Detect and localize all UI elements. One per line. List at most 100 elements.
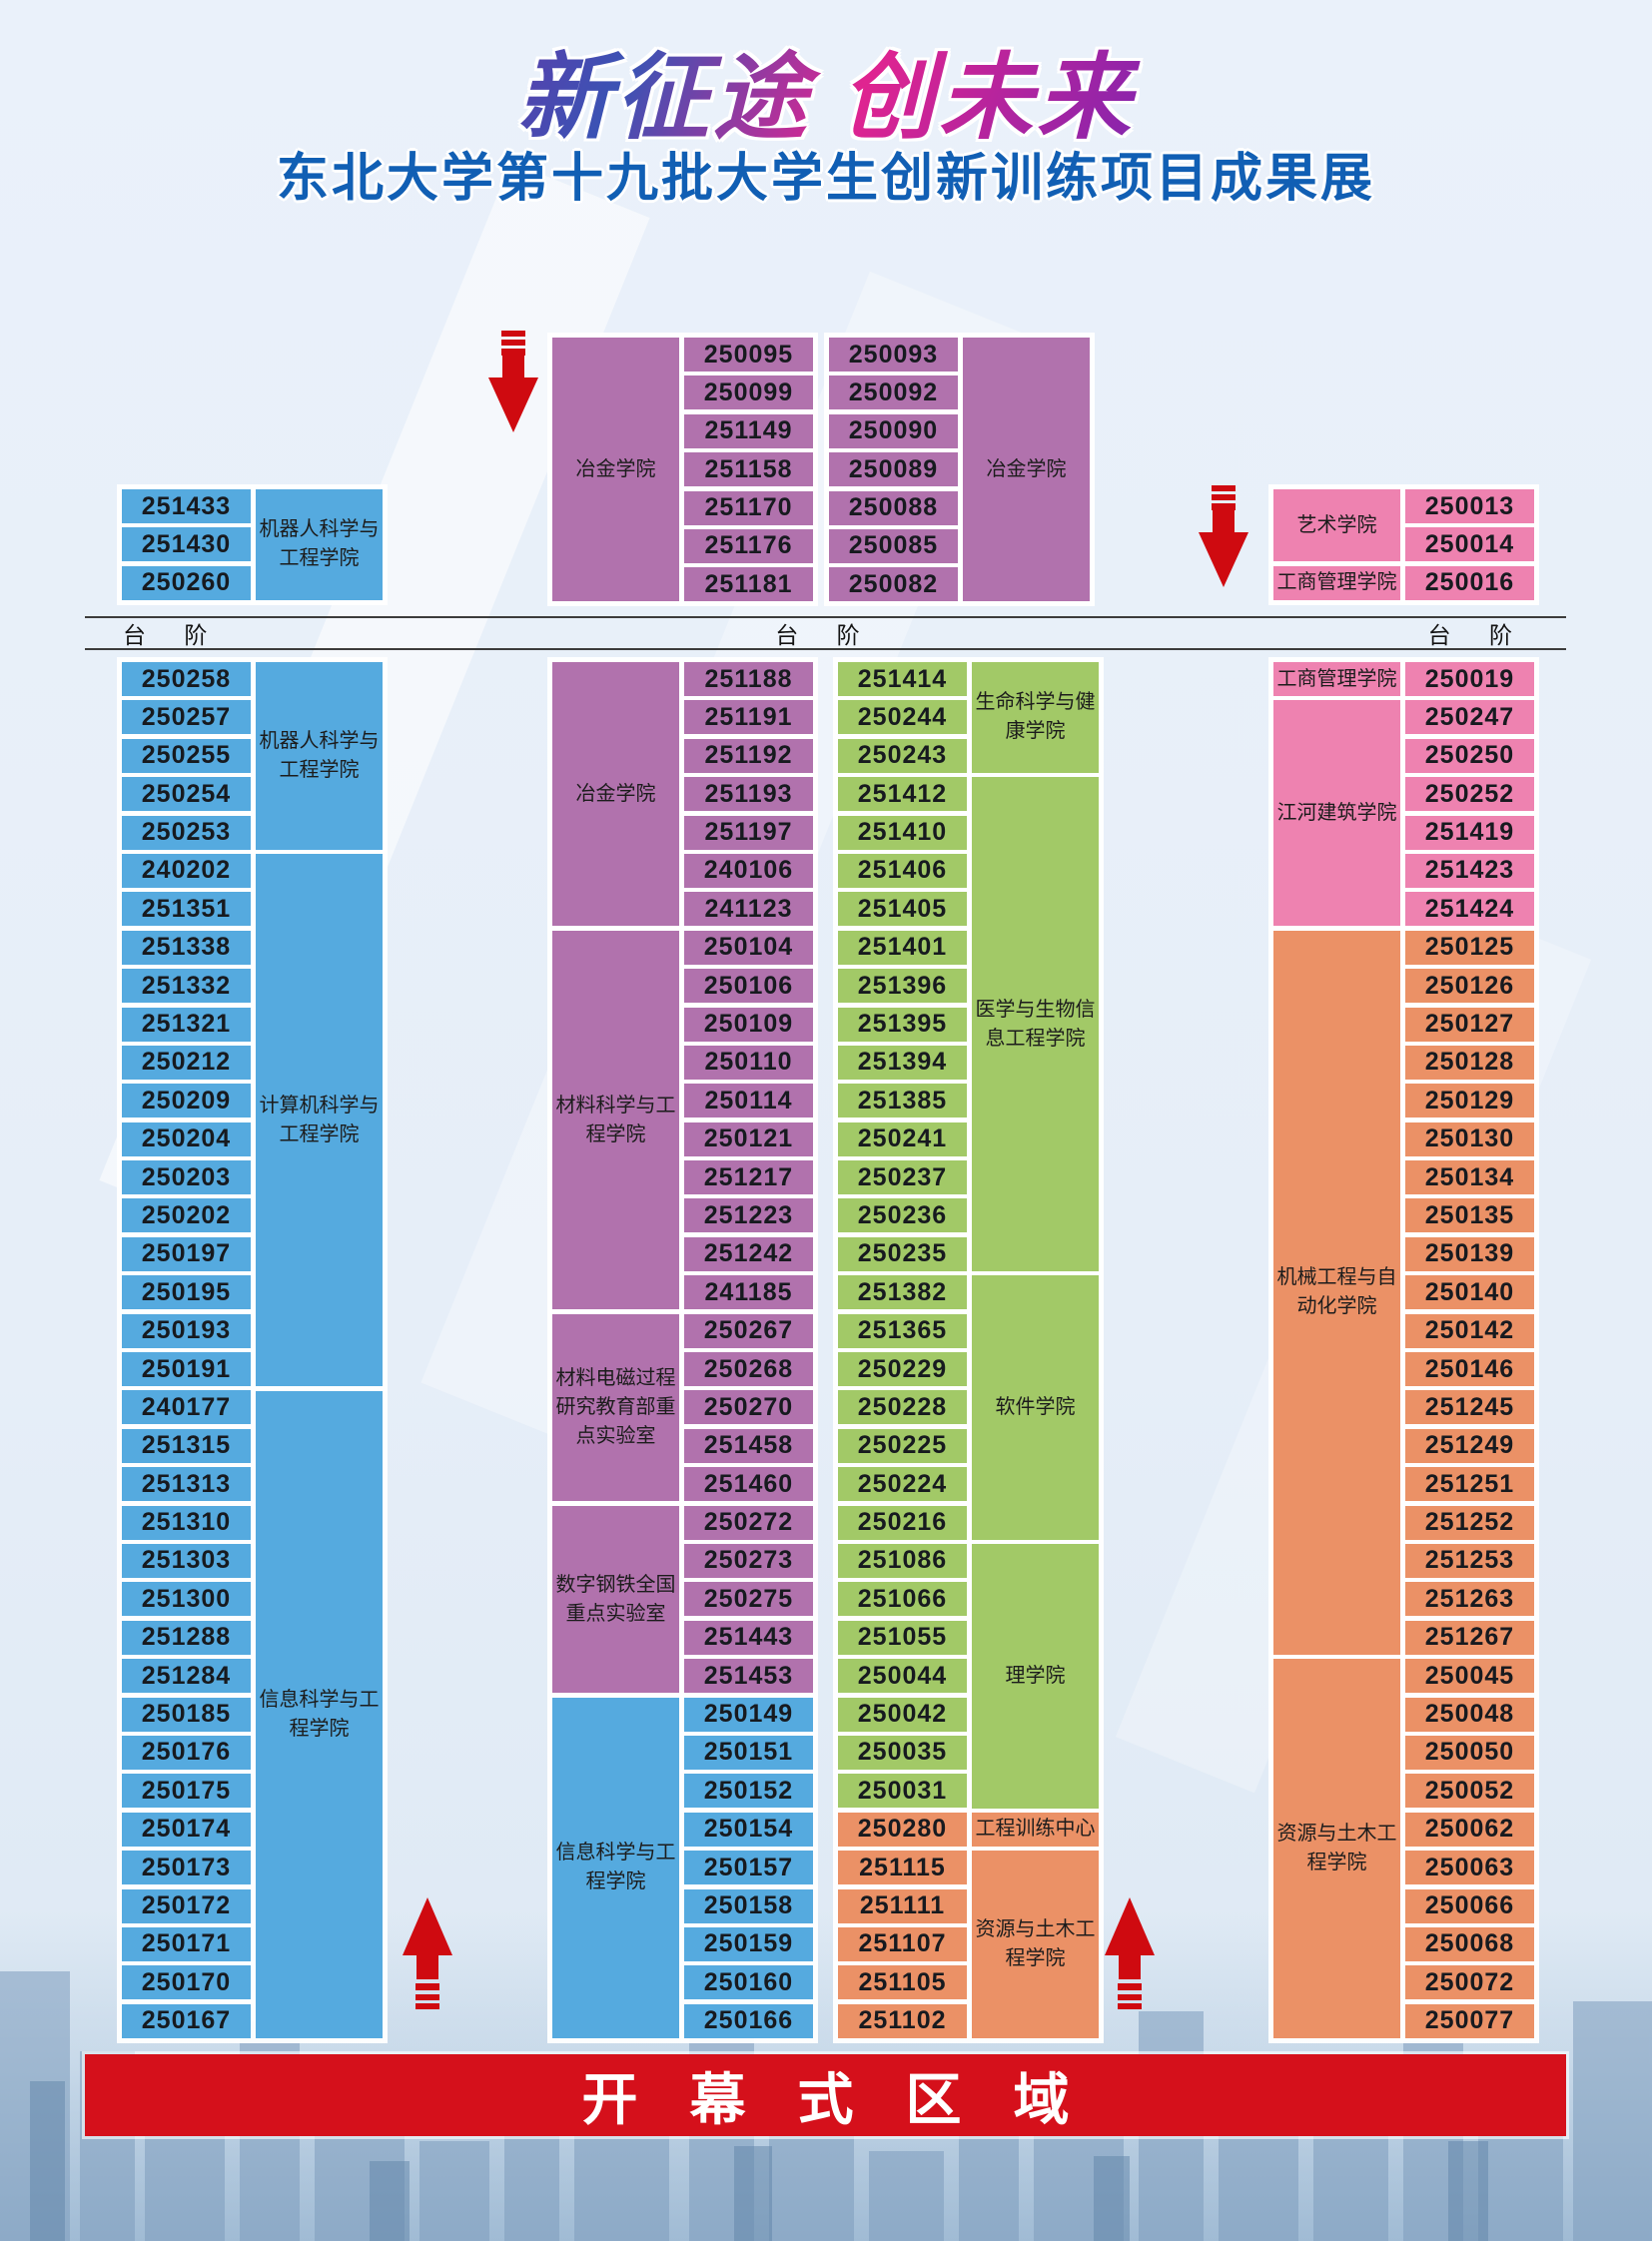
booth-cell: 250236 xyxy=(838,1198,967,1233)
booth-cell: 250237 xyxy=(838,1160,967,1195)
page-subtitle: 东北大学第十九批大学生创新训练项目成果展 xyxy=(276,150,1375,208)
booth-cell: 250042 xyxy=(838,1697,967,1732)
booth-cell: 250044 xyxy=(838,1659,967,1694)
booth-cell: 251433 xyxy=(122,489,251,523)
booth-cell: 250280 xyxy=(838,1812,967,1847)
booth-cell: 250126 xyxy=(1405,969,1534,1004)
college-label-column: 冶金学院 xyxy=(963,338,1090,602)
college-label: 机械工程与自动化学院 xyxy=(1273,930,1400,1655)
college-label: 材料科学与工程学院 xyxy=(552,930,679,1310)
booth-cell: 251115 xyxy=(838,1851,967,1885)
booth-cell: 251410 xyxy=(838,815,967,850)
booth-cell: 250244 xyxy=(838,700,967,735)
booth-cell: 251315 xyxy=(122,1428,251,1463)
college-label: 冶金学院 xyxy=(552,338,679,602)
booth-cell: 250152 xyxy=(684,1774,813,1809)
booth-cell: 251191 xyxy=(684,700,813,735)
booth-cell: 250203 xyxy=(122,1160,251,1195)
booth-number-column: 250013 250014 250016 xyxy=(1405,489,1534,600)
booth-cell: 251332 xyxy=(122,969,251,1004)
booth-cell: 251458 xyxy=(684,1428,813,1463)
booth-cell: 250172 xyxy=(122,1888,251,1923)
booth-cell: 250140 xyxy=(1405,1275,1534,1310)
booth-cell: 250149 xyxy=(684,1697,813,1732)
booth-cell: 251107 xyxy=(838,1926,967,1961)
page-title: 新征途 创未来 xyxy=(0,22,1652,158)
booth-cell: 250095 xyxy=(684,338,813,372)
college-label: 医学与生物信息工程学院 xyxy=(972,777,1099,1271)
booth-cell: 250268 xyxy=(684,1352,813,1387)
booth-cell: 250257 xyxy=(122,700,251,735)
booth-cell: 250090 xyxy=(829,413,958,448)
booth-cell: 250253 xyxy=(122,815,251,850)
college-label: 计算机科学与工程学院 xyxy=(256,853,383,1387)
college-label: 信息科学与工程学院 xyxy=(256,1390,383,2038)
college-label: 工商管理学院 xyxy=(1273,662,1400,696)
booth-cell: 250224 xyxy=(838,1467,967,1502)
booth-cell: 250048 xyxy=(1405,1697,1534,1732)
college-label: 资源与土木工程学院 xyxy=(972,1851,1099,2038)
booth-cell: 251430 xyxy=(122,527,251,562)
booth-cell: 251284 xyxy=(122,1659,251,1694)
booth-cell: 250243 xyxy=(838,738,967,773)
booth-cell: 251382 xyxy=(838,1275,967,1310)
stairs-label: 台 阶 xyxy=(775,622,876,648)
booth-number-column: 251188 251191 251192 251193 251197 240106 2411… xyxy=(684,662,813,2038)
college-label: 冶金学院 xyxy=(963,338,1090,602)
booth-cell: 250229 xyxy=(838,1352,967,1387)
college-label: 资源与土木工程学院 xyxy=(1273,1659,1400,2038)
college-label: 生命科学与健康学院 xyxy=(972,662,1099,773)
booth-cell: 251102 xyxy=(838,2003,967,2038)
booth-cell: 250151 xyxy=(684,1735,813,1770)
booth-cell: 250134 xyxy=(1405,1160,1534,1195)
booth-cell: 251288 xyxy=(122,1620,251,1655)
booth-cell: 250125 xyxy=(1405,930,1534,965)
booth-group-left: 250258 250257 250255 250254 250253 240202 2513… xyxy=(117,657,388,2043)
booth-cell: 250273 xyxy=(684,1543,813,1578)
booth-cell: 250159 xyxy=(684,1926,813,1961)
booth-cell: 250135 xyxy=(1405,1198,1534,1233)
booth-cell: 250204 xyxy=(122,1121,251,1156)
college-label: 理学院 xyxy=(972,1544,1099,1809)
booth-cell: 250109 xyxy=(684,1007,813,1042)
booth-cell: 250157 xyxy=(684,1851,813,1885)
booth-cell: 250167 xyxy=(122,2003,251,2038)
booth-cell: 250252 xyxy=(1405,777,1534,812)
booth-number-column: 250095 250099 251149 251158 251170 251176 2511… xyxy=(684,338,813,602)
booth-cell: 251192 xyxy=(684,738,813,773)
booth-cell: 251414 xyxy=(838,662,967,696)
booth-cell: 251365 xyxy=(838,1313,967,1348)
college-label-column: 机器人科学与工程学院 xyxy=(256,489,383,600)
booth-cell: 250104 xyxy=(684,930,813,965)
booth-cell: 250066 xyxy=(1405,1888,1534,1923)
booth-group-top-left: 251433 251430 250260 机器人科学与工程学院 xyxy=(117,484,388,605)
booth-cell: 250072 xyxy=(1405,1965,1534,2000)
college-label: 机器人科学与工程学院 xyxy=(256,662,383,850)
booth-cell: 250093 xyxy=(829,338,958,372)
booth-cell: 250171 xyxy=(122,1926,251,1961)
booth-cell: 251176 xyxy=(684,528,813,563)
booth-cell: 251197 xyxy=(684,815,813,850)
college-label: 数字钢铁全国重点实验室 xyxy=(552,1505,679,1694)
booth-cell: 251193 xyxy=(684,777,813,812)
booth-cell: 250139 xyxy=(1405,1236,1534,1271)
booth-cell: 251321 xyxy=(122,1007,251,1042)
booth-cell: 240177 xyxy=(122,1390,251,1425)
stairs-label: 台 阶 xyxy=(1427,622,1528,648)
booth-group-top-mid-left: 冶金学院 250095 250099 251149 251158 251170 251176… xyxy=(547,333,818,607)
college-label: 材料电磁过程研究教育部重点实验室 xyxy=(552,1313,679,1502)
booth-cell: 251188 xyxy=(684,662,813,696)
down-arrow-icon xyxy=(1197,485,1250,589)
booth-cell: 250202 xyxy=(122,1198,251,1233)
college-label: 信息科学与工程学院 xyxy=(552,1697,679,2038)
booth-cell: 250077 xyxy=(1405,2003,1534,2038)
booth-cell: 250099 xyxy=(684,375,813,410)
booth-cell: 240106 xyxy=(684,853,813,888)
booth-cell: 251245 xyxy=(1405,1390,1534,1425)
college-label-column: 生命科学与健康学院 医学与生物信息工程学院 软件学院 理学院 工程训练中心 资源与土木工程… xyxy=(972,662,1099,2038)
booth-cell: 250247 xyxy=(1405,700,1534,735)
booth-cell: 251086 xyxy=(838,1543,967,1578)
booth-cell: 250121 xyxy=(684,1121,813,1156)
booth-cell: 250250 xyxy=(1405,738,1534,773)
booth-group-mid-left: 冶金学院 材料科学与工程学院 材料电磁过程研究教育部重点实验室 数字钢铁全国重点实验室… xyxy=(547,657,818,2043)
